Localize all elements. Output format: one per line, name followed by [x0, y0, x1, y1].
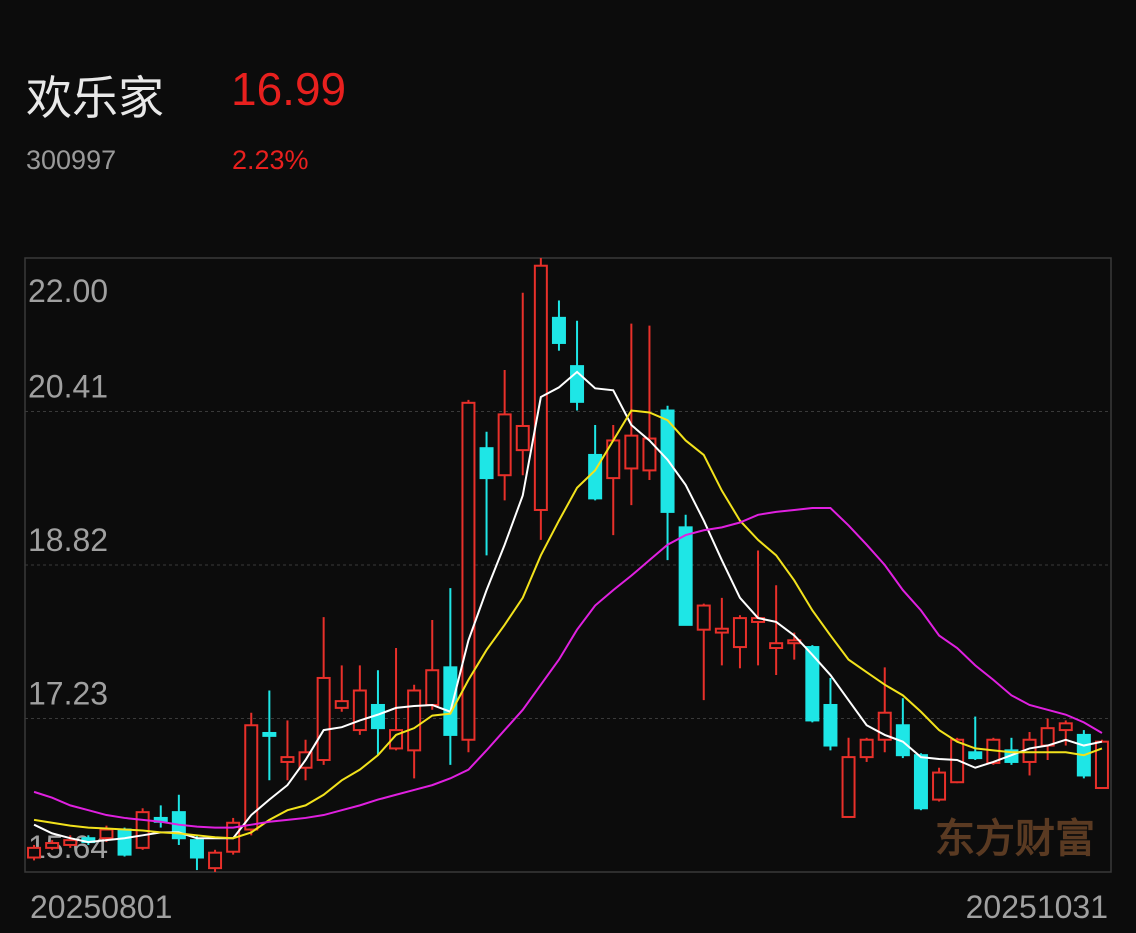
candle-body	[533, 264, 548, 511]
candle-body	[624, 434, 639, 470]
candle-body	[913, 754, 928, 810]
candle-body	[208, 851, 223, 870]
candle-body	[189, 839, 204, 859]
candle-body	[443, 666, 458, 736]
x-tick-label: 20251031	[966, 889, 1108, 925]
candle-body	[244, 724, 259, 831]
candle-body	[1058, 722, 1073, 732]
candle-body	[45, 842, 60, 849]
y-tick-label: 20.41	[28, 369, 108, 405]
candle-body	[678, 526, 693, 626]
y-tick-label: 15.64	[28, 829, 108, 865]
y-tick-label: 22.00	[28, 273, 108, 309]
stock-name: 欢乐家	[26, 72, 164, 124]
y-tick-label: 17.23	[28, 676, 108, 712]
candle-body	[823, 703, 838, 747]
candle-body	[1040, 727, 1055, 747]
candle-body	[732, 617, 747, 649]
candle-body	[407, 689, 422, 752]
candle-body	[769, 642, 784, 650]
candle-body	[280, 756, 295, 763]
candle-body	[841, 756, 856, 818]
candle-body	[479, 447, 494, 480]
ma-line	[33, 507, 1103, 829]
stock-price: 16.99	[231, 63, 347, 115]
candle-body	[859, 738, 874, 759]
candle-body	[497, 413, 512, 477]
candle-body	[99, 828, 114, 840]
candle-body	[262, 731, 277, 737]
candle-body	[805, 646, 820, 722]
candle-body	[588, 453, 603, 500]
stock-change: 2.23%	[232, 145, 309, 175]
candle-body	[334, 700, 349, 709]
candle-body	[515, 424, 530, 452]
stock-code: 300997	[26, 145, 117, 175]
candle-body	[696, 604, 711, 631]
candle-body	[352, 689, 367, 732]
y-tick-label: 18.82	[28, 522, 108, 558]
ma-line	[33, 370, 1103, 844]
candle-body	[551, 316, 566, 344]
candle-body	[714, 627, 729, 634]
ma-line	[33, 409, 1103, 840]
watermark: 东方财富	[935, 817, 1095, 861]
candle-body	[316, 676, 331, 762]
candle-body	[642, 437, 657, 472]
candle-body	[425, 669, 440, 706]
candle-body	[968, 751, 983, 760]
x-tick-label: 20250801	[30, 889, 172, 925]
candle-body	[932, 771, 947, 801]
candle-body	[27, 846, 42, 859]
candle-body	[63, 839, 78, 846]
candle-body	[117, 828, 132, 856]
